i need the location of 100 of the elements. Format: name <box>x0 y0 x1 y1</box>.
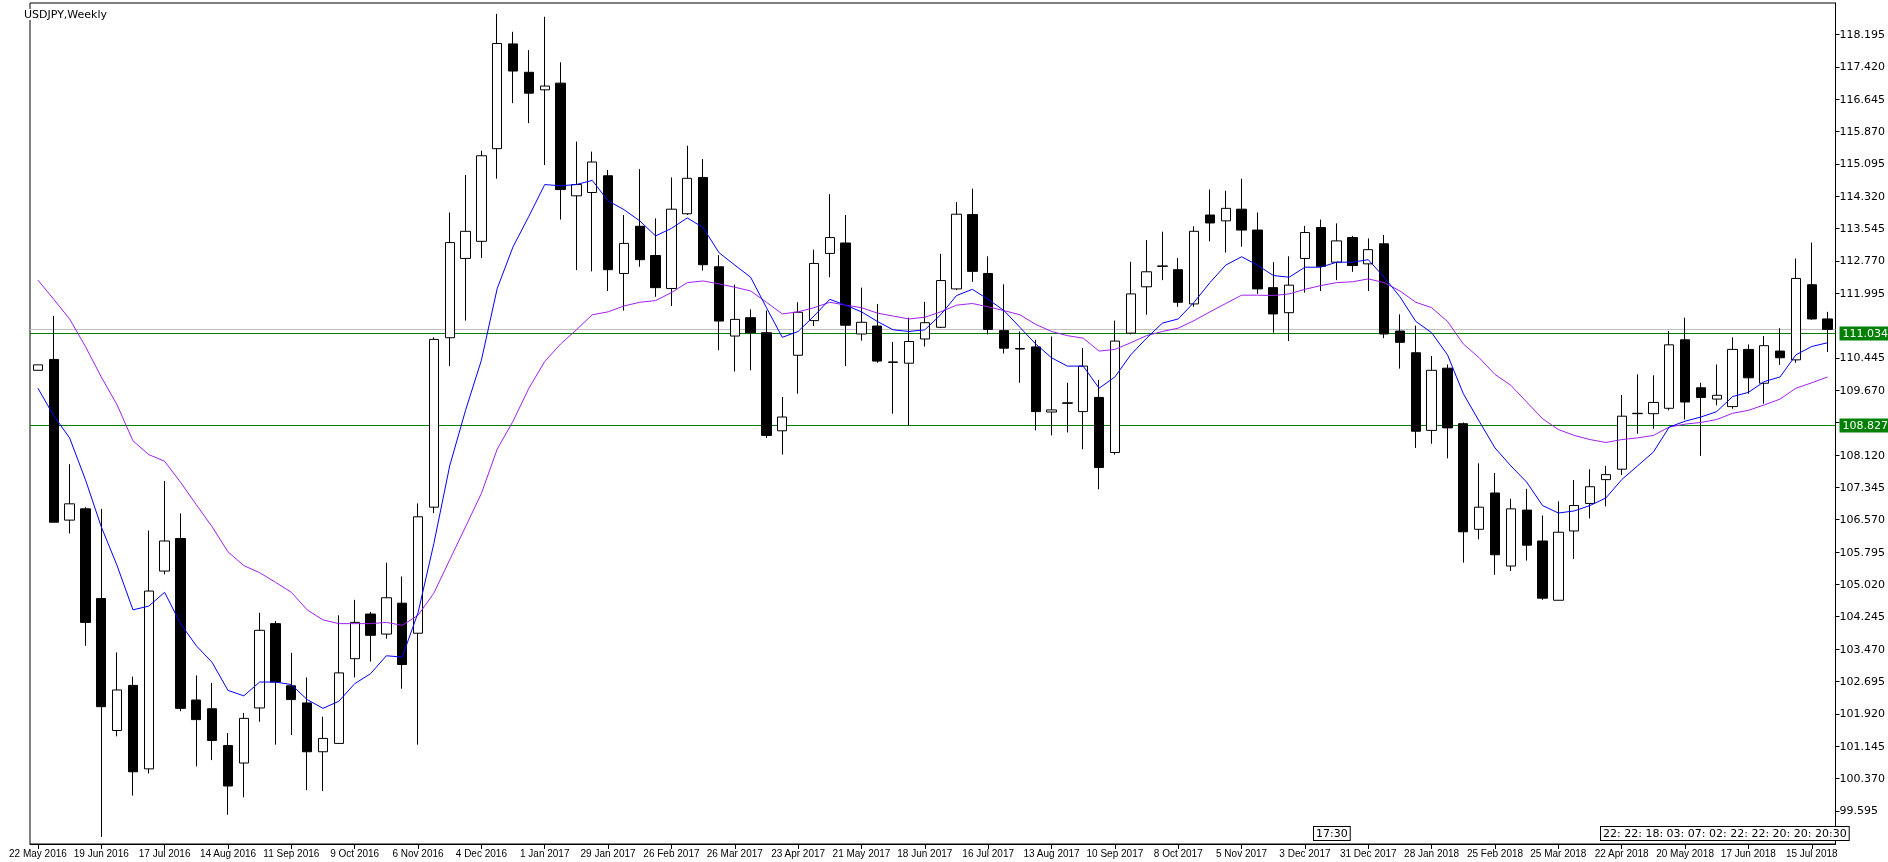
candlestick <box>350 599 360 678</box>
candlestick <box>1474 462 1484 540</box>
ref-line-label: 108.827 <box>1842 418 1888 432</box>
candlestick <box>1617 394 1627 476</box>
x-tick-label: 5 Nov 2017 <box>1216 847 1268 859</box>
candlestick <box>840 214 851 367</box>
x-tick-label: 6 Nov 2016 <box>392 847 445 859</box>
candlestick <box>508 31 518 104</box>
candlestick <box>1205 189 1215 242</box>
candlestick <box>1585 468 1595 519</box>
candlestick <box>476 150 487 259</box>
candlestick <box>1062 382 1073 433</box>
candlestick <box>318 716 328 792</box>
candlestick <box>809 249 819 327</box>
candlestick <box>175 512 186 712</box>
candlestick <box>1664 330 1674 411</box>
candlestick <box>286 652 296 736</box>
y-tick-label: 101.145 <box>1839 739 1886 753</box>
candlestick <box>1601 465 1611 507</box>
candlestick <box>1807 242 1817 321</box>
candlestick <box>635 168 645 268</box>
candlestick <box>492 13 502 180</box>
candlestick <box>761 310 772 439</box>
candlestick <box>381 562 392 640</box>
candlestick <box>239 712 249 798</box>
candlestick <box>1126 261 1136 335</box>
x-tick-label: 31 Dec 2017 <box>1339 847 1398 859</box>
x-tick-label: 11 Sep 2016 <box>263 847 320 859</box>
y-tick-label: 102.695 <box>1839 674 1886 688</box>
y-tick-label: 113.545 <box>1839 222 1886 236</box>
candlestick <box>1759 335 1769 405</box>
candlestick <box>1268 261 1278 334</box>
candlestick <box>1696 382 1706 457</box>
candlestick <box>1791 257 1801 364</box>
x-tick-label: 25 Feb 2018 <box>1466 847 1524 859</box>
candlestick <box>1110 320 1120 456</box>
annotation: 17:30 <box>1316 827 1348 840</box>
x-tick-label: 28 Jan 2018 <box>1404 847 1460 859</box>
candlestick <box>714 254 724 351</box>
candlestick <box>254 612 265 723</box>
candlestick <box>1031 339 1041 431</box>
x-tick-label: 8 Oct 2017 <box>1153 847 1204 859</box>
y-tick-label: 110.445 <box>1839 351 1886 365</box>
candlestick <box>904 317 914 427</box>
candlestick <box>1490 472 1500 576</box>
x-tick-label: 26 Feb 2017 <box>643 847 700 859</box>
candlestick <box>1712 363 1722 406</box>
candlestick <box>1632 373 1643 435</box>
line-series <box>37 179 1829 709</box>
candlestick <box>1078 347 1088 450</box>
y-tick-label: 107.345 <box>1839 480 1886 494</box>
candlestick <box>571 141 582 271</box>
x-tick-label: 13 Aug 2017 <box>1023 847 1081 859</box>
candlestick <box>207 682 217 761</box>
x-tick-label: 29 Jan 2017 <box>580 847 637 859</box>
y-tick-label: 99.595 <box>1839 804 1879 818</box>
x-tick-label: 16 Jul 2017 <box>962 847 1015 859</box>
candlestick <box>429 336 439 514</box>
candlestick <box>1189 225 1199 308</box>
y-tick-label: 116.645 <box>1839 92 1886 106</box>
x-tick-label: 14 Aug 2016 <box>199 847 257 859</box>
y-tick-label: 118.195 <box>1839 28 1886 42</box>
candlestick <box>302 676 312 791</box>
candlestick <box>1680 317 1690 421</box>
x-tick-label: 4 Dec 2016 <box>455 847 508 859</box>
candlestick <box>555 61 566 221</box>
candlestick <box>365 611 376 663</box>
candlestick <box>64 463 75 534</box>
candlestick <box>603 169 613 292</box>
candlestick <box>540 16 550 166</box>
y-tick-label: 115.870 <box>1839 125 1886 139</box>
candlestick <box>1300 225 1310 294</box>
candlestick <box>33 364 43 371</box>
candlestick <box>80 506 91 647</box>
candlestick <box>650 217 661 298</box>
candlestick <box>1252 212 1263 295</box>
candlestick <box>413 502 423 746</box>
candlestick <box>524 49 534 124</box>
candlestick <box>1727 336 1738 410</box>
candlestick <box>1569 479 1579 560</box>
candlestick <box>191 674 201 767</box>
candlestick <box>1442 363 1453 459</box>
candlestick <box>745 308 756 371</box>
candlestick <box>1347 235 1358 273</box>
x-tick-label: 15 Jul 2018 <box>1785 847 1839 859</box>
candlestick <box>223 732 233 816</box>
y-tick-label: 109.670 <box>1839 383 1886 397</box>
x-tick-label: 22 Apr 2018 <box>1594 847 1650 859</box>
candlestick <box>445 212 455 367</box>
candlestick <box>96 508 106 838</box>
x-tick-label: 3 Dec 2017 <box>1279 847 1331 859</box>
y-tick-label: 104.245 <box>1839 610 1886 624</box>
y-tick-label: 105.795 <box>1839 545 1886 559</box>
y-tick-label: 112.770 <box>1839 254 1886 268</box>
candlestick <box>1458 421 1468 564</box>
candlestick <box>1316 219 1326 292</box>
candlestick <box>793 301 803 395</box>
candlestick <box>1537 515 1548 601</box>
y-tick-label: 108.120 <box>1839 448 1886 462</box>
x-tick-label: 18 Jun 2017 <box>897 847 953 859</box>
